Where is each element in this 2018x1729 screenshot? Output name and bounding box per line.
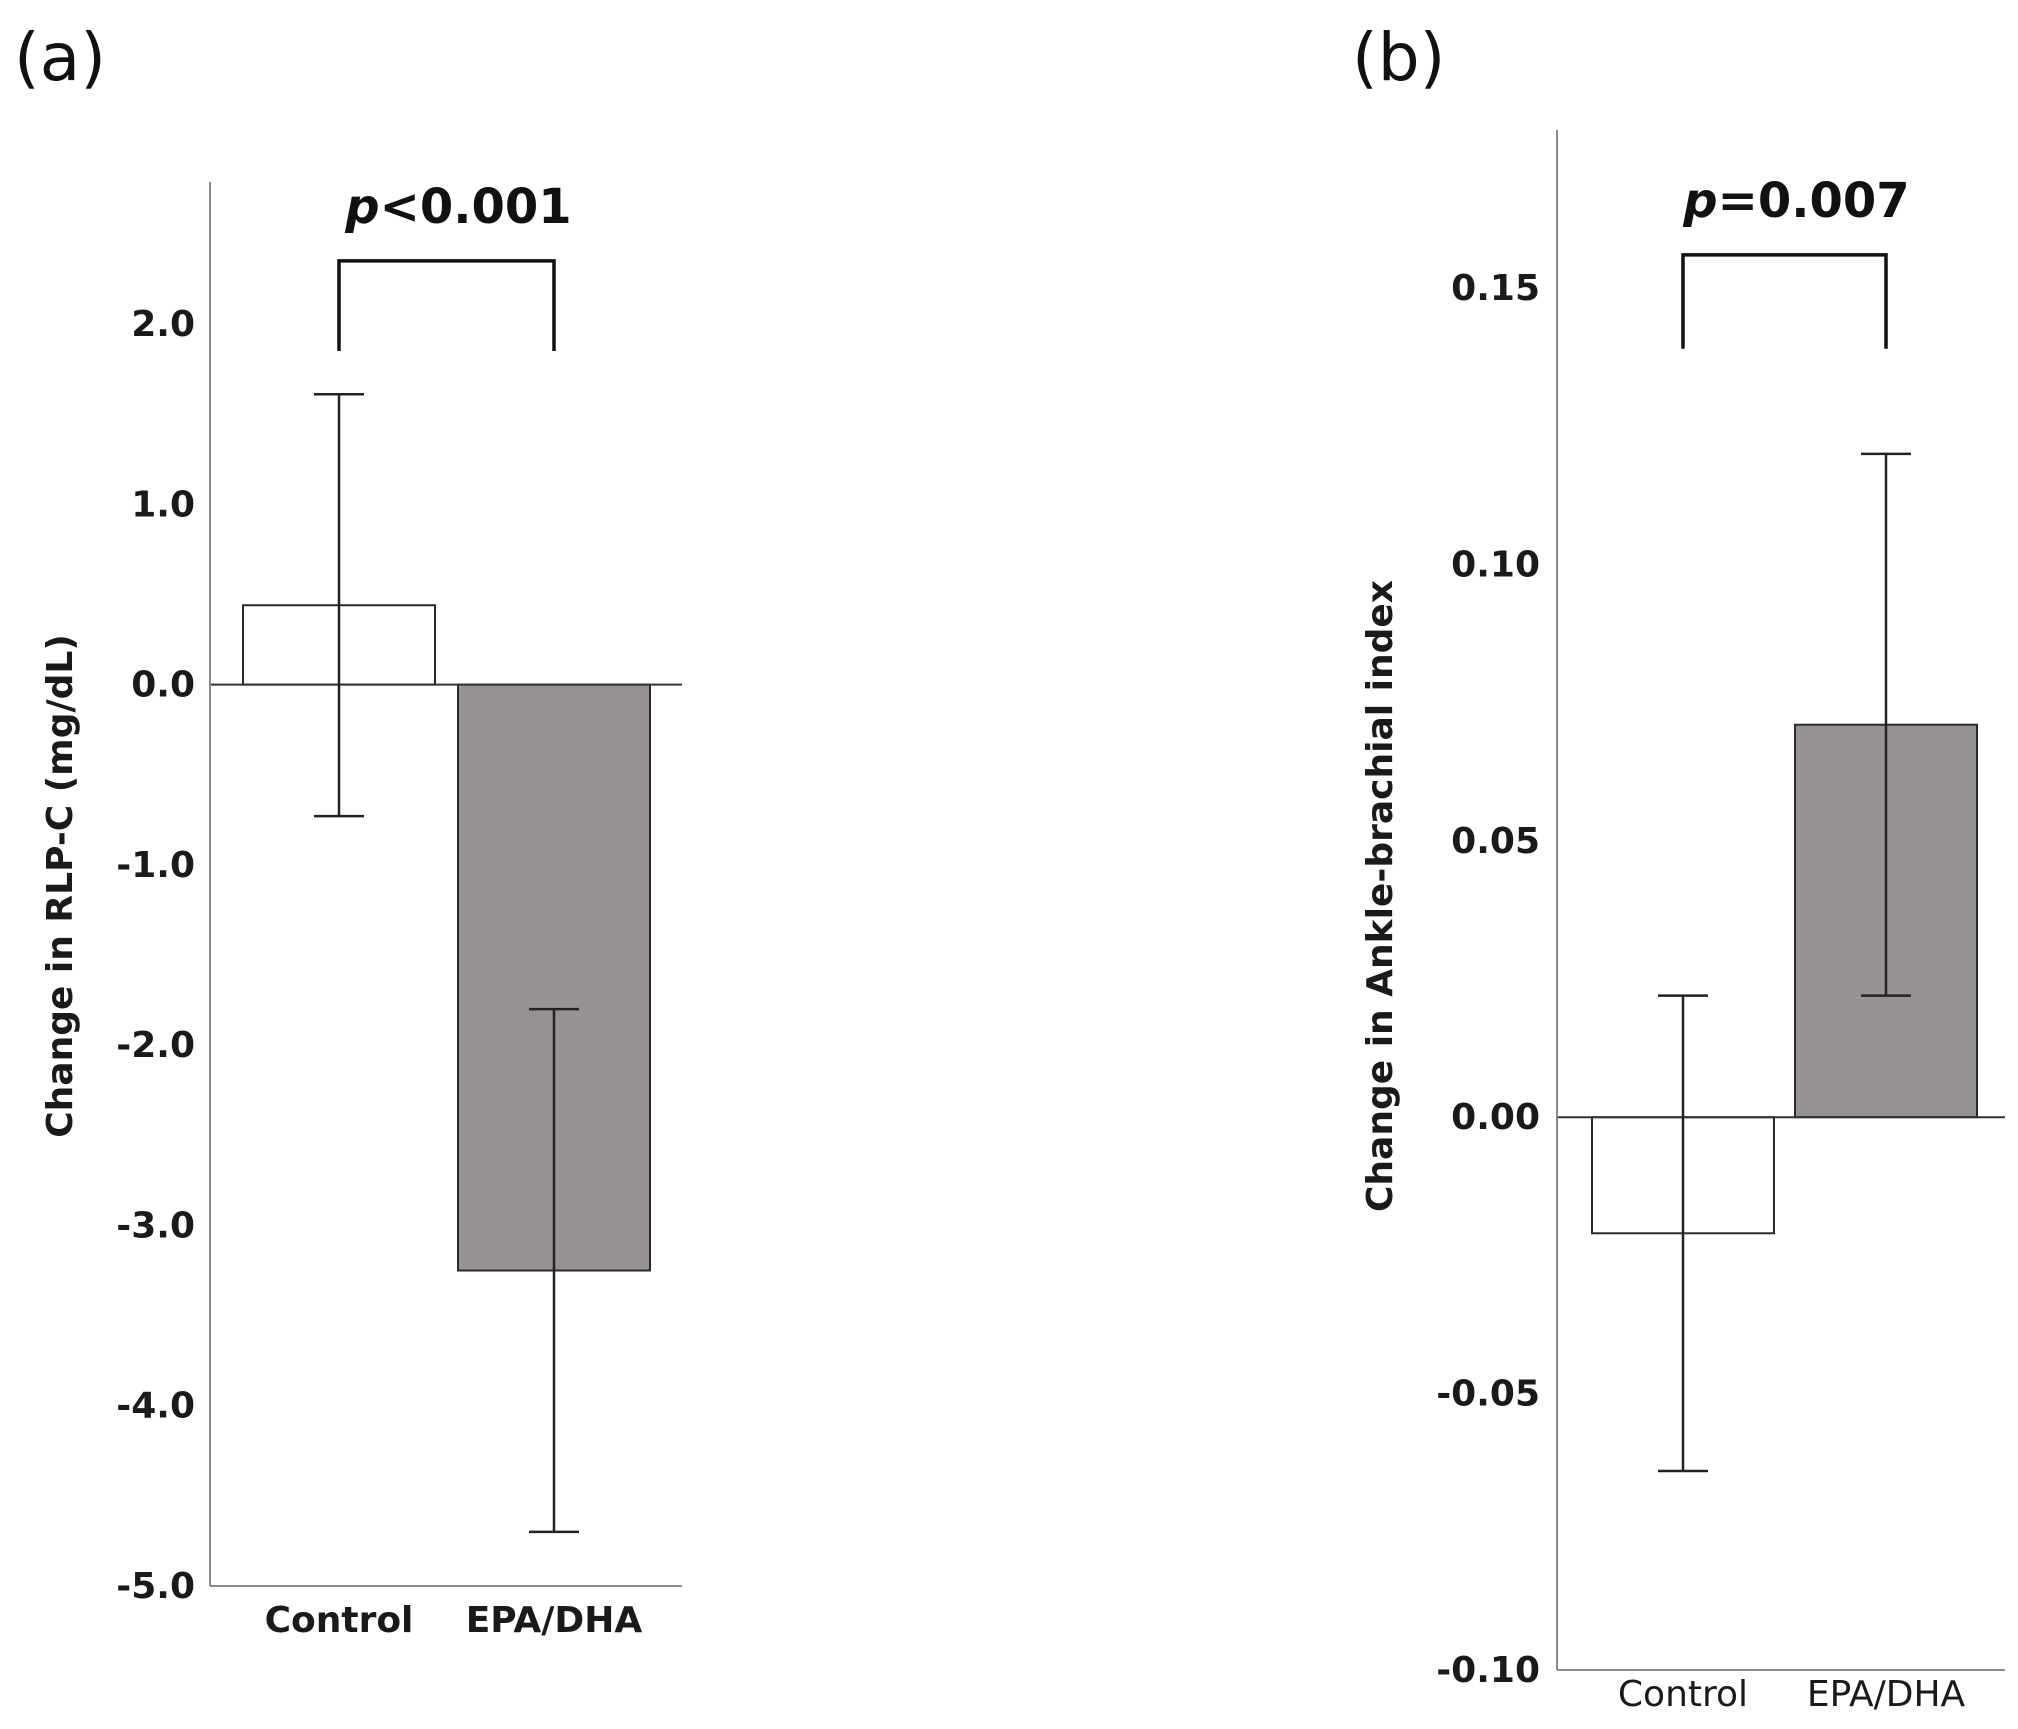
panel-label-a: (a) [14, 19, 106, 96]
p-value-text: <0.001 [380, 179, 572, 235]
x-category-label: EPA/DHA [1807, 1674, 1966, 1715]
y-tick-label: 0.05 [1451, 821, 1540, 862]
panel-a: (a) Change in RLP-C (mg/dL) 2.0 1.0 0.0 … [14, 19, 682, 1641]
y-tick-label: -5.0 [116, 1566, 195, 1607]
p-symbol: p [1682, 173, 1717, 229]
p-value-b: p=0.007 [1682, 173, 1909, 229]
panel-b: (b) Change in Ankle-brachial index 0.15 … [1352, 19, 2005, 1715]
p-symbol: p [344, 179, 379, 235]
y-axis-label-b: Change in Ankle-brachial index [1360, 580, 1401, 1212]
y-tick-label: -0.10 [1436, 1650, 1540, 1691]
y-tick-label: 2.0 [131, 304, 195, 345]
significance-bracket [1681, 253, 1888, 349]
y-tick-label: 1.0 [131, 484, 195, 525]
y-axis-label-a: Change in RLP-C (mg/dL) [40, 634, 81, 1138]
y-ticks-a: 2.0 1.0 0.0 -1.0 -2.0 -3.0 -4.0 -5.0 [116, 304, 195, 1607]
y-tick-label: 0.15 [1451, 268, 1540, 309]
panel-label-b: (b) [1352, 19, 1445, 96]
y-tick-label: 0.10 [1451, 544, 1540, 585]
x-category-label: Control [1618, 1674, 1748, 1715]
y-tick-label: 0.0 [131, 665, 195, 706]
y-tick-label: -1.0 [116, 845, 195, 886]
y-tick-label: -4.0 [116, 1386, 195, 1427]
significance-bracket [337, 259, 556, 352]
x-category-label: Control [265, 1600, 414, 1641]
p-value-text: =0.007 [1718, 173, 1910, 229]
x-category-label: EPA/DHA [466, 1600, 643, 1641]
y-tick-label: 0.00 [1451, 1097, 1540, 1138]
y-tick-label: -0.05 [1436, 1374, 1540, 1415]
y-ticks-b: 0.15 0.10 0.05 0.00 -0.05 -0.10 [1436, 268, 1540, 1691]
x-categories-a: Control EPA/DHA [265, 1600, 643, 1641]
p-value-a: p<0.001 [344, 179, 571, 235]
y-tick-label: -2.0 [116, 1025, 195, 1066]
x-categories-b: Control EPA/DHA [1618, 1674, 1966, 1715]
y-tick-label: -3.0 [116, 1205, 195, 1246]
